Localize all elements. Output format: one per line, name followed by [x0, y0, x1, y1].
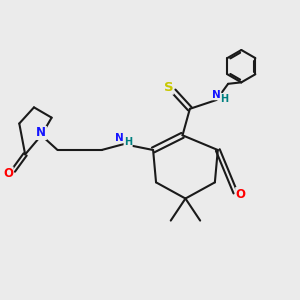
Text: N: N — [36, 126, 46, 140]
Text: N: N — [115, 133, 124, 142]
Text: H: H — [220, 94, 229, 103]
Text: N: N — [212, 90, 221, 100]
Text: O: O — [236, 188, 246, 201]
Text: S: S — [164, 81, 173, 94]
Text: H: H — [124, 137, 132, 147]
Text: O: O — [3, 167, 13, 180]
